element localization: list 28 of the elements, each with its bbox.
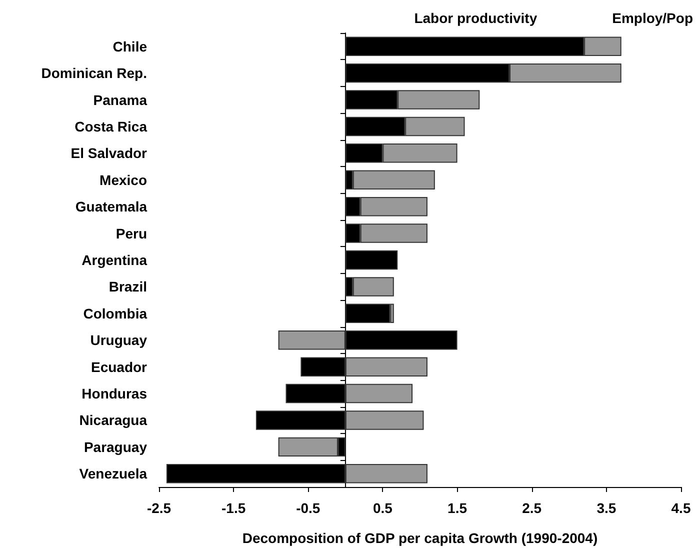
- x-tick-label: 1.5: [448, 500, 468, 516]
- y-tick-label: Panama: [93, 92, 148, 108]
- y-tick-label: Dominican Rep.: [41, 65, 147, 82]
- y-tick-label: Guatemala: [75, 198, 148, 215]
- series-label: Employ/Pop: [612, 10, 694, 26]
- y-tick-label: Mexico: [100, 172, 147, 188]
- y-tick-label: Ecuador: [90, 358, 148, 375]
- y-tick-label: Colombia: [83, 305, 148, 322]
- x-tick-label: -2.5: [146, 500, 172, 516]
- x-tick-label: 3.5: [596, 500, 616, 516]
- series-label: Labor productivity: [414, 10, 538, 26]
- x-tick-label: 0.5: [372, 500, 393, 516]
- y-tick-label: Peru: [116, 225, 147, 242]
- y-tick-label: Chile: [112, 38, 148, 54]
- y-tick-label: Costa Rica: [74, 118, 148, 134]
- x-axis-title: Decomposition of GDP per capita Growth (1990-2004): [242, 530, 598, 546]
- y-tick-label: Paraguay: [84, 438, 148, 455]
- x-tick-label: -0.5: [296, 500, 320, 516]
- y-tick-label: Uruguay: [90, 332, 148, 348]
- x-tick-label: 4.5: [671, 500, 691, 516]
- y-tick-label: Venezuela: [79, 466, 148, 482]
- y-tick-label: El Salvador: [70, 145, 148, 162]
- y-tick-label: Nicaragua: [79, 412, 148, 428]
- y-tick-label: Brazil: [108, 278, 147, 295]
- x-tick-label: 2.5: [522, 500, 542, 516]
- y-tick-label: Honduras: [82, 386, 148, 402]
- x-tick-label: -1.5: [222, 500, 246, 516]
- y-tick-label: Argentina: [82, 252, 148, 268]
